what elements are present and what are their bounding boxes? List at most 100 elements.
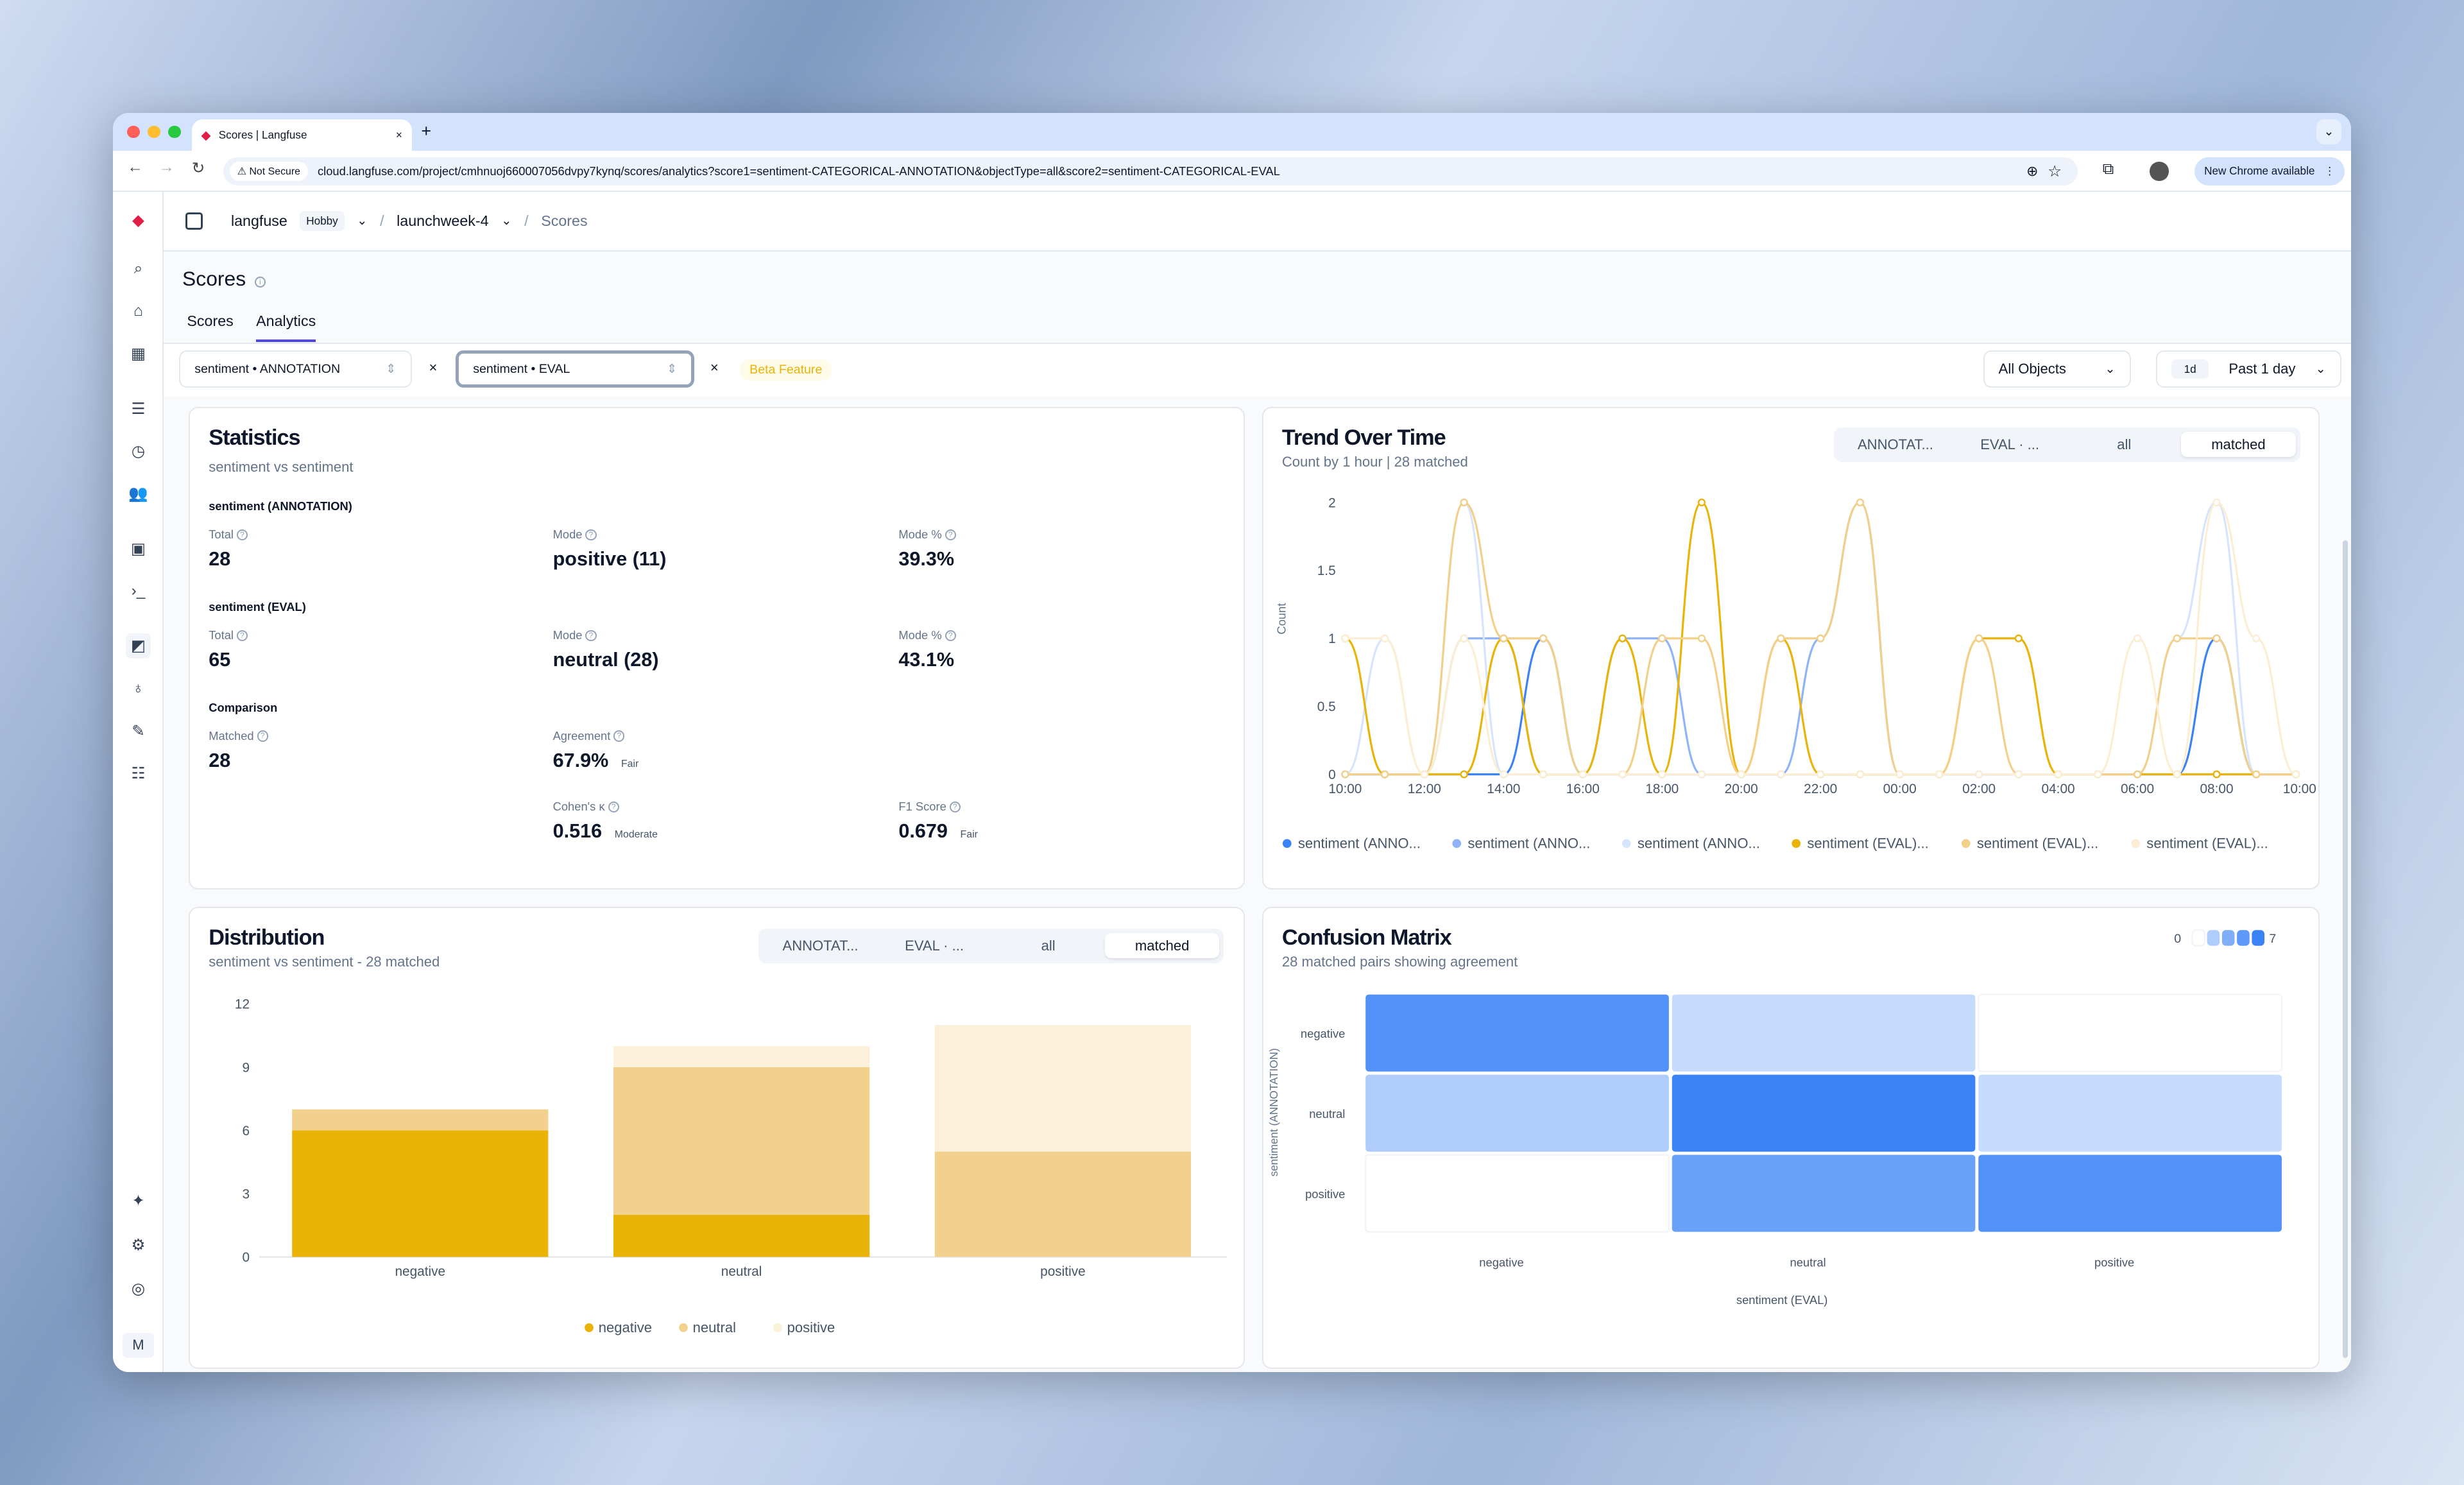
minimize-window-button[interactable]	[148, 125, 160, 139]
help-icon[interactable]: ?	[949, 801, 961, 812]
extensions-icon[interactable]: ⧉	[2102, 160, 2114, 178]
legend-label[interactable]: negative	[599, 1319, 652, 1335]
sidebar-item-dashboards-icon[interactable]: ▦	[130, 345, 146, 363]
help-icon[interactable]: ?	[945, 630, 956, 641]
segment-all[interactable]: all	[1041, 938, 1056, 954]
project-chevron-down-icon[interactable]: ⌄	[501, 214, 512, 228]
help-icon[interactable]: ?	[585, 529, 597, 541]
segment-matched[interactable]: matched	[2181, 431, 2296, 458]
matrix-cell[interactable]	[1978, 1074, 2282, 1152]
omnibox[interactable]: ⚠ Not Secure cloud.langfuse.com/project/…	[223, 157, 2078, 185]
user-avatar[interactable]: M	[123, 1332, 154, 1358]
stat-label: F1 Score	[898, 800, 946, 814]
object-type-select[interactable]: All Objects ⌄	[1983, 350, 2131, 388]
help-icon[interactable]: ?	[236, 630, 248, 641]
back-icon[interactable]: ←	[127, 159, 143, 176]
time-range-select[interactable]: 1d Past 1 day ⌄	[2156, 350, 2341, 388]
sidebar-item-evaluators-icon[interactable]: ♁	[132, 679, 144, 697]
reload-icon[interactable]: ↻	[191, 160, 205, 178]
bar-segment-positive[interactable]	[934, 1025, 1191, 1152]
zoom-icon[interactable]: ⊕	[2026, 162, 2039, 179]
bar-segment-neutral[interactable]	[613, 1067, 870, 1215]
sidebar-item-playground-icon[interactable]: ›_	[131, 581, 146, 599]
new-chrome-button[interactable]: New Chrome available ⋮	[2194, 157, 2345, 185]
score1-select[interactable]: sentiment • ANNOTATION ⇕	[179, 350, 412, 388]
browser-tab[interactable]: ◆ Scores | Langfuse ×	[191, 119, 412, 151]
x-tick-label: 04:00	[2041, 782, 2075, 796]
matrix-cell[interactable]	[1977, 993, 2282, 1072]
maximize-window-button[interactable]	[168, 125, 181, 139]
matrix-cell[interactable]	[1364, 1154, 1670, 1233]
help-icon[interactable]: ?	[608, 801, 619, 812]
segment-all[interactable]: all	[2117, 436, 2132, 452]
toggle-sidebar-icon[interactable]	[185, 212, 203, 230]
forward-icon[interactable]: →	[158, 159, 175, 176]
sidebar-item-settings-icon[interactable]: ⚙	[131, 1236, 146, 1254]
bar-segment-neutral[interactable]	[934, 1151, 1191, 1257]
matrix-cell[interactable]	[1978, 1155, 2282, 1232]
sidebar-item-prompts-icon[interactable]: ▣	[130, 540, 146, 558]
stat-hint: Fair	[960, 828, 978, 840]
project-breadcrumb[interactable]: launchweek-4	[397, 212, 489, 229]
matrix-cell[interactable]	[1365, 994, 1669, 1072]
org-chevron-down-icon[interactable]: ⌄	[357, 214, 368, 228]
help-icon[interactable]: ?	[257, 730, 268, 742]
y-axis-label: Count	[1274, 603, 1288, 635]
matrix-cell[interactable]	[1365, 1074, 1669, 1152]
matrix-cell[interactable]	[1672, 994, 1975, 1072]
help-icon[interactable]: ?	[236, 529, 248, 541]
bar-segment-neutral[interactable]	[292, 1109, 549, 1131]
sidebar-item-scores-icon[interactable]: ◩	[125, 633, 151, 659]
legend-label[interactable]: sentiment (ANNO...	[1297, 836, 1420, 852]
matrix-cell[interactable]	[1672, 1074, 1975, 1152]
info-icon[interactable]: i	[254, 276, 266, 288]
legend-label[interactable]: sentiment (ANNO...	[1637, 836, 1759, 852]
bookmark-star-icon[interactable]: ☆	[2048, 162, 2062, 180]
segment-eval[interactable]: EVAL · ...	[1980, 436, 2040, 452]
legend-label[interactable]: sentiment (ANNO...	[1467, 836, 1590, 852]
more-menu-icon[interactable]: ⋮	[2324, 164, 2336, 178]
org-breadcrumb[interactable]: langfuse	[230, 212, 287, 229]
sidebar-item-tracing-icon[interactable]: ☰	[131, 400, 146, 418]
sidebar-item-onboarding-icon[interactable]: ✦	[132, 1192, 145, 1210]
segment-matched[interactable]: matched	[1105, 933, 1219, 959]
tab-search-chevron-icon[interactable]: ⌄	[2316, 119, 2341, 145]
clear-score2-button[interactable]: ×	[710, 359, 719, 376]
legend-swatch	[2221, 930, 2234, 946]
legend-label[interactable]: sentiment (EVAL)...	[1807, 836, 1928, 852]
scrollbar[interactable]	[2343, 540, 2348, 1358]
profile-avatar[interactable]	[2150, 162, 2169, 181]
bar-segment-positive[interactable]	[613, 1046, 870, 1067]
new-tab-button[interactable]: +	[421, 121, 432, 141]
help-icon[interactable]: ?	[613, 730, 625, 742]
url-text[interactable]: cloud.langfuse.com/project/cmhnuoj660007…	[317, 164, 1280, 178]
sidebar-item-users-icon[interactable]: 👥	[128, 485, 148, 502]
legend-swatch	[2130, 839, 2140, 848]
close-tab-icon[interactable]: ×	[395, 128, 402, 142]
close-window-button[interactable]	[127, 125, 140, 139]
clear-score1-button[interactable]: ×	[429, 359, 438, 376]
langfuse-logo[interactable]: ◆	[132, 211, 144, 229]
bar-segment-negative[interactable]	[292, 1130, 549, 1257]
sidebar-item-sessions-icon[interactable]: ◷	[131, 442, 146, 460]
legend-label[interactable]: neutral	[693, 1319, 736, 1335]
tab-analytics[interactable]: Analytics	[256, 313, 316, 342]
sidebar-item-home-icon[interactable]: ⌂	[133, 302, 143, 320]
segment-eval[interactable]: EVAL · ...	[905, 938, 964, 954]
matrix-cell[interactable]	[1672, 1155, 1975, 1232]
tab-scores[interactable]: Scores	[187, 313, 234, 330]
legend-label[interactable]: sentiment (EVAL)...	[1976, 836, 2098, 852]
bar-segment-negative[interactable]	[613, 1214, 870, 1257]
help-icon[interactable]: ?	[945, 529, 956, 541]
sidebar-item-support-icon[interactable]: ◎	[131, 1280, 146, 1298]
score2-select[interactable]: sentiment • EVAL ⇕	[456, 350, 695, 388]
not-secure-badge[interactable]: ⚠ Not Secure	[229, 162, 309, 181]
sidebar-item-search-icon[interactable]: ⌕	[133, 259, 143, 277]
legend-label[interactable]: sentiment (EVAL)...	[2146, 836, 2268, 852]
segment-annotation[interactable]: ANNOTAT...	[782, 938, 859, 954]
sidebar-item-datasets-icon[interactable]: ☷	[131, 764, 146, 782]
sidebar-item-annotation-icon[interactable]: ✎	[132, 722, 145, 740]
legend-label[interactable]: positive	[787, 1319, 835, 1335]
segment-annotation[interactable]: ANNOTAT...	[1857, 436, 1933, 452]
help-icon[interactable]: ?	[585, 630, 597, 641]
